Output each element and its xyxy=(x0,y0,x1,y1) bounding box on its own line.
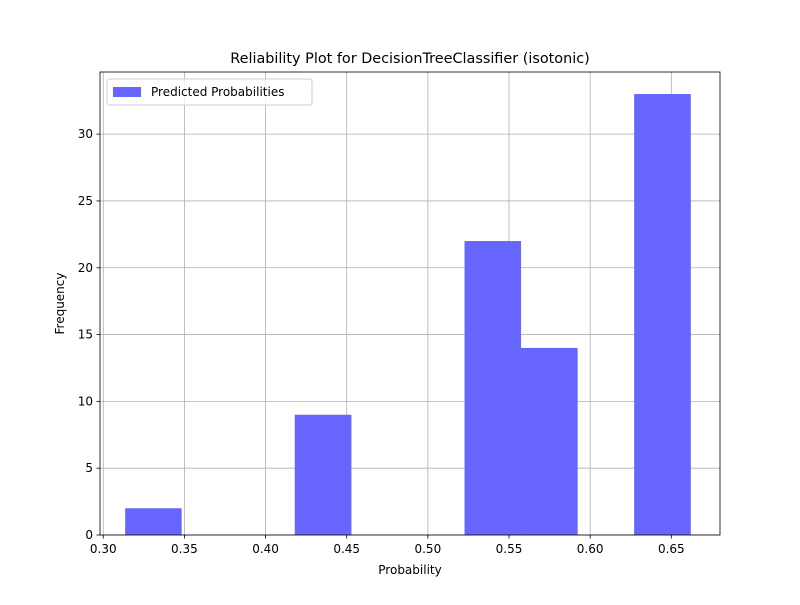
histogram-bar xyxy=(521,347,578,535)
histogram-bar xyxy=(125,508,182,535)
histogram-bar xyxy=(634,94,691,536)
y-tick-label: 15 xyxy=(78,328,93,342)
x-tick-label: 0.60 xyxy=(577,542,604,556)
legend-swatch xyxy=(113,87,141,97)
y-tick-label: 25 xyxy=(78,194,93,208)
y-tick-label: 20 xyxy=(78,261,93,275)
bars-layer xyxy=(125,94,691,536)
y-tick-label: 0 xyxy=(85,528,93,542)
x-tick-label: 0.45 xyxy=(333,542,360,556)
y-axis-label: Frequency xyxy=(53,273,67,335)
legend-label: Predicted Probabilities xyxy=(151,85,284,99)
y-tick-label: 30 xyxy=(78,127,93,141)
x-tick-label: 0.65 xyxy=(658,542,685,556)
y-tick-label: 10 xyxy=(78,394,93,408)
x-tick-label: 0.30 xyxy=(90,542,117,556)
chart-title: Reliability Plot for DecisionTreeClassif… xyxy=(230,51,589,67)
x-axis-label: Probability xyxy=(378,563,441,577)
legend: Predicted Probabilities xyxy=(106,78,313,106)
x-tick-label: 0.55 xyxy=(496,542,523,556)
legend-box xyxy=(106,78,313,106)
plot-frame xyxy=(99,71,721,536)
y-tick-label: 5 xyxy=(85,461,93,475)
histogram-bar xyxy=(464,241,522,536)
x-tick-label: 0.35 xyxy=(171,542,198,556)
histogram-bar xyxy=(294,414,352,535)
x-tick-label: 0.50 xyxy=(414,542,441,556)
ticks-layer: 0.30 0.35 0.40 0.45 0.50 0.55 0.60 0.65 0 5 10 15 20… xyxy=(78,127,685,556)
x-tick-label: 0.40 xyxy=(252,542,279,556)
